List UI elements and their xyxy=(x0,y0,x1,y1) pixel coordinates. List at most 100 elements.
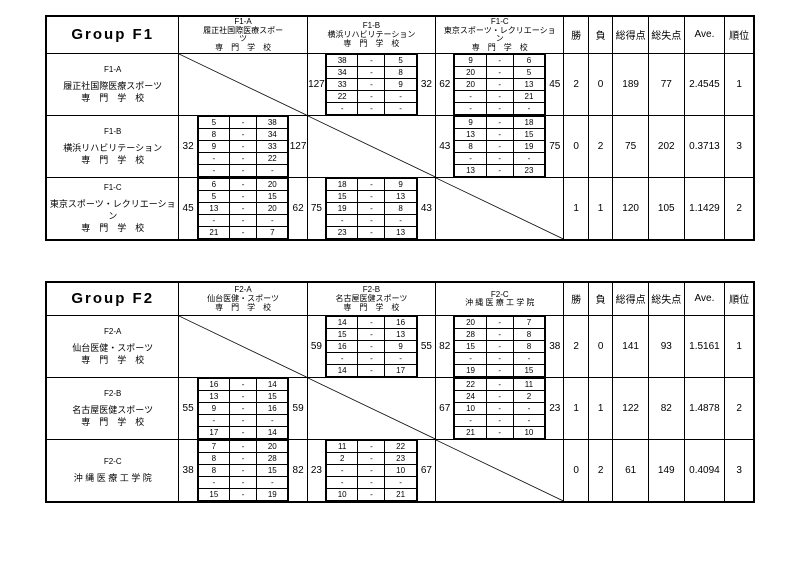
score-right: - xyxy=(257,164,288,176)
total-right: 45 xyxy=(546,53,564,115)
score-dash: - xyxy=(486,164,513,176)
score-right: - xyxy=(385,352,416,364)
score-left: 10 xyxy=(327,488,358,500)
score-left: 5 xyxy=(198,116,229,128)
score-left: 17 xyxy=(198,426,229,438)
stat-value: 77 xyxy=(648,53,684,115)
score-block: 7-208-288-15---15-19 xyxy=(197,439,289,501)
total-left: 55 xyxy=(179,377,197,439)
diagonal-cell xyxy=(307,115,435,177)
score-right: 9 xyxy=(385,178,416,190)
score-dash: - xyxy=(486,390,513,402)
score-dash: - xyxy=(486,426,513,438)
score-left: 22 xyxy=(455,378,486,390)
col-header: F1-C東京スポーツ・レクリエーション専 門 学 校 xyxy=(436,17,564,54)
score-left: - xyxy=(455,414,486,426)
diagonal-cell xyxy=(179,315,307,377)
stat-value: 149 xyxy=(648,439,684,501)
score-left: 14 xyxy=(327,316,358,328)
score-left: 19 xyxy=(327,202,358,214)
score-dash: - xyxy=(486,402,513,414)
total-left: 23 xyxy=(307,439,325,501)
score-right: 15 xyxy=(257,190,288,202)
total-right: 43 xyxy=(417,177,435,239)
col-header: F2-C沖 縄 医 療 工 学 院 xyxy=(436,282,564,315)
score-left: - xyxy=(198,214,229,226)
total-left: 45 xyxy=(179,177,197,239)
stat-value: 93 xyxy=(648,315,684,377)
score-dash: - xyxy=(358,352,385,364)
score-right: 18 xyxy=(513,116,544,128)
score-left: 20 xyxy=(455,78,486,90)
total-left: 67 xyxy=(436,377,454,439)
score-block: 14-1615-1316-9---14-17 xyxy=(326,315,418,377)
score-right: 5 xyxy=(385,54,416,66)
score-left: 33 xyxy=(327,78,358,90)
score-left: 8 xyxy=(198,128,229,140)
score-right: - xyxy=(385,90,416,102)
score-dash: - xyxy=(358,476,385,488)
score-dash: - xyxy=(229,402,256,414)
score-dash: - xyxy=(229,440,256,452)
score-right: - xyxy=(513,402,544,414)
stat-value: 1 xyxy=(725,315,754,377)
stat-header: 順位 xyxy=(725,282,754,315)
score-right: - xyxy=(385,476,416,488)
stat-value: 0 xyxy=(588,315,612,377)
row-header: F2-C沖 縄 医 療 工 学 院 xyxy=(47,439,179,501)
col-header: F2-B名古屋医健スポーツ専 門 学 校 xyxy=(307,282,435,315)
score-dash: - xyxy=(486,54,513,66)
score-right: 11 xyxy=(513,378,544,390)
stat-value: 1.1429 xyxy=(684,177,725,239)
total-right: 127 xyxy=(289,115,307,177)
score-dash: - xyxy=(229,464,256,476)
total-left: 127 xyxy=(307,53,325,115)
score-right: 16 xyxy=(385,316,416,328)
diagonal-cell xyxy=(436,177,564,239)
score-dash: - xyxy=(486,116,513,128)
stat-header: 総失点 xyxy=(648,17,684,54)
score-dash: - xyxy=(486,78,513,90)
diagonal-cell xyxy=(307,377,435,439)
score-left: 21 xyxy=(455,426,486,438)
stat-value: 3 xyxy=(725,115,754,177)
stat-value: 61 xyxy=(613,439,649,501)
score-left: 14 xyxy=(327,364,358,376)
score-left: 19 xyxy=(455,364,486,376)
score-dash: - xyxy=(229,226,256,238)
stat-value: 2 xyxy=(725,177,754,239)
score-right: 10 xyxy=(513,426,544,438)
stat-header: 順位 xyxy=(725,17,754,54)
score-right: 8 xyxy=(513,328,544,340)
score-left: 8 xyxy=(198,452,229,464)
score-left: - xyxy=(327,102,358,114)
stat-value: 120 xyxy=(613,177,649,239)
score-right: - xyxy=(513,152,544,164)
score-dash: - xyxy=(358,190,385,202)
score-right: 28 xyxy=(257,452,288,464)
col-header: F2-A仙台医健・スポーツ専 門 学 校 xyxy=(179,282,307,315)
stat-value: 2 xyxy=(588,439,612,501)
score-dash: - xyxy=(229,476,256,488)
score-right: 34 xyxy=(257,128,288,140)
stat-value: 0 xyxy=(588,53,612,115)
score-left: 13 xyxy=(455,128,486,140)
score-block: 38-534-833-922----- xyxy=(326,53,418,115)
score-left: - xyxy=(198,164,229,176)
score-dash: - xyxy=(486,152,513,164)
total-right: 23 xyxy=(546,377,564,439)
score-right: 20 xyxy=(257,440,288,452)
score-right: 5 xyxy=(513,66,544,78)
score-left: 13 xyxy=(455,164,486,176)
stat-value: 0 xyxy=(564,115,588,177)
score-right: 21 xyxy=(513,90,544,102)
score-dash: - xyxy=(358,328,385,340)
score-dash: - xyxy=(229,488,256,500)
stat-value: 0.4094 xyxy=(684,439,725,501)
diagonal-cell xyxy=(436,439,564,501)
score-right: 19 xyxy=(513,140,544,152)
score-left: - xyxy=(327,476,358,488)
score-left: 15 xyxy=(327,190,358,202)
score-dash: - xyxy=(486,328,513,340)
score-dash: - xyxy=(229,140,256,152)
